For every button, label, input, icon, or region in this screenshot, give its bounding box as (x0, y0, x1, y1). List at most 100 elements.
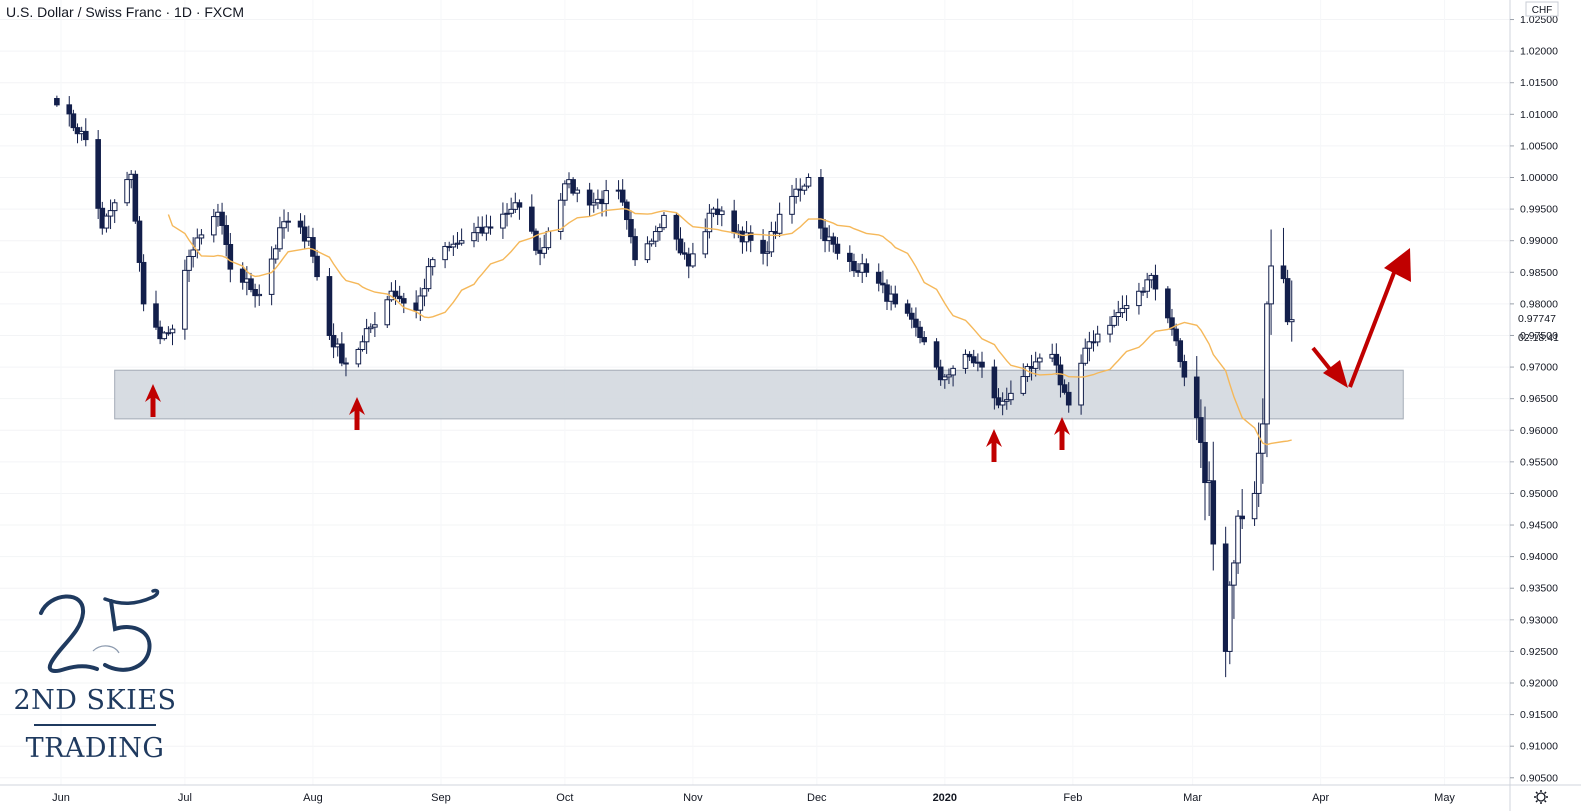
candle-bearish (1193, 356, 1200, 441)
candle-bearish (966, 351, 973, 361)
candle-bearish (937, 359, 944, 386)
time-tick-label: May (1434, 792, 1455, 804)
candle-bullish (801, 183, 808, 195)
candle-bearish (314, 249, 320, 281)
candle-bullish (268, 246, 275, 306)
candle-bullish (690, 242, 696, 268)
candle-bullish (483, 214, 490, 241)
candle-bearish (1198, 399, 1204, 468)
price-tick-label: 0.92500 (1520, 646, 1558, 658)
candle-bearish (219, 202, 225, 235)
candle-bearish (529, 194, 535, 234)
time-tick-label: Feb (1063, 792, 1082, 804)
price-tick-label: 0.96500 (1520, 393, 1558, 405)
candle-bullish (372, 312, 378, 337)
time-tick-label: Jul (178, 792, 192, 804)
candle-bearish (516, 199, 523, 220)
candle-bullish (648, 238, 655, 247)
candle-bearish (917, 320, 923, 344)
brand-logo: 25 2ND SKIES TRADING (10, 585, 180, 775)
candle-bearish (487, 215, 494, 235)
price-tick-label: 0.91000 (1520, 741, 1558, 753)
price-tick-label: 1.01000 (1520, 109, 1558, 121)
time-tick-label: Oct (556, 792, 573, 804)
candle-bearish (132, 170, 139, 224)
candle-bullish (272, 244, 279, 264)
candle-bearish (297, 213, 304, 234)
candle-bearish (818, 169, 824, 240)
currency-badge (1525, 1, 1559, 17)
candle-bullish (186, 249, 192, 282)
price-tick-label: 1.00500 (1520, 140, 1558, 152)
candle-bearish (396, 285, 403, 302)
candle-bullish (285, 212, 291, 232)
time-tick-label: Apr (1312, 792, 1329, 804)
candle-bullish (103, 213, 110, 233)
time-axis[interactable]: Jun Jul Aug Sep Oct Nov Dec 2020 Feb Mar Apr May (52, 792, 1455, 804)
price-tick-label: 0.95500 (1520, 456, 1558, 468)
candle-bullish (793, 178, 799, 204)
candle-bullish (764, 241, 771, 267)
up-arrow-icon (986, 429, 1002, 462)
candle-bearish (863, 258, 870, 278)
candle-bullish (190, 237, 196, 268)
chart-title: U.S. Dollar / Swiss Franc · 1D · FXCM (6, 4, 245, 20)
candle-bullish (425, 257, 432, 292)
candle-bearish (1169, 308, 1175, 336)
candle-bullish (1111, 309, 1117, 328)
candle-bullish (471, 222, 477, 248)
candle-bearish (54, 95, 60, 107)
candle-bearish (343, 357, 349, 377)
candle-bullish (450, 235, 457, 256)
candle-bullish (1251, 481, 1258, 526)
candle-bearish (1177, 338, 1184, 368)
candle-bearish (1173, 323, 1179, 346)
moving-average-line (167, 207, 1292, 446)
candle-bearish (252, 283, 258, 308)
candle-bullish (198, 229, 205, 245)
candle-bullish (702, 218, 709, 259)
candle-bearish (66, 96, 73, 127)
gear-icon[interactable] (1534, 790, 1548, 804)
candle-bullish (277, 216, 283, 252)
price-tick-label: 0.94500 (1520, 520, 1558, 532)
price-tick-label: 1.00000 (1520, 172, 1558, 184)
price-tick-label: 1.02000 (1520, 46, 1558, 58)
support-zone (114, 369, 1404, 420)
candle-bearish (884, 279, 890, 311)
candle-bullish (644, 236, 651, 263)
candle-bearish (970, 349, 977, 367)
time-tick-label: Sep (431, 792, 451, 804)
time-tick-label: 2020 (933, 792, 957, 804)
annotation-arrows (145, 248, 1411, 462)
price-tick-label: 0.95000 (1520, 488, 1558, 500)
price-tick-label: 1.02500 (1520, 14, 1558, 26)
candle-bearish (586, 182, 593, 217)
last-price-marker (1511, 310, 1561, 326)
candle-bullish (417, 287, 424, 321)
candle-bearish (310, 227, 316, 264)
candle-bullish (281, 209, 287, 239)
candle-bullish (508, 197, 514, 218)
candle-bearish (400, 292, 407, 314)
candle-bullish (1107, 316, 1113, 343)
candle-bullish (1123, 295, 1130, 322)
candle-bullish (1268, 229, 1274, 335)
time-tick-label: Dec (807, 792, 827, 804)
candle-bullish (950, 365, 956, 387)
candle-bullish (789, 184, 795, 224)
candle-bearish (1210, 441, 1217, 571)
candle-bearish (875, 263, 882, 292)
candle-bearish (747, 225, 754, 253)
candle-bullish (768, 221, 775, 258)
candle-bullish (776, 202, 783, 238)
candle-bullish (1119, 295, 1126, 318)
logo-name: 2ND SKIES (13, 685, 177, 716)
time-tick-label: Mar (1183, 792, 1202, 804)
price-axis[interactable]: 1.02500 1.02000 1.01500 1.01000 1.00500 1.000… (1510, 14, 1558, 784)
candle-bullish (1086, 331, 1093, 362)
candle-bearish (95, 130, 101, 220)
candle-bullish (541, 234, 548, 259)
candle-bearish (847, 245, 853, 272)
